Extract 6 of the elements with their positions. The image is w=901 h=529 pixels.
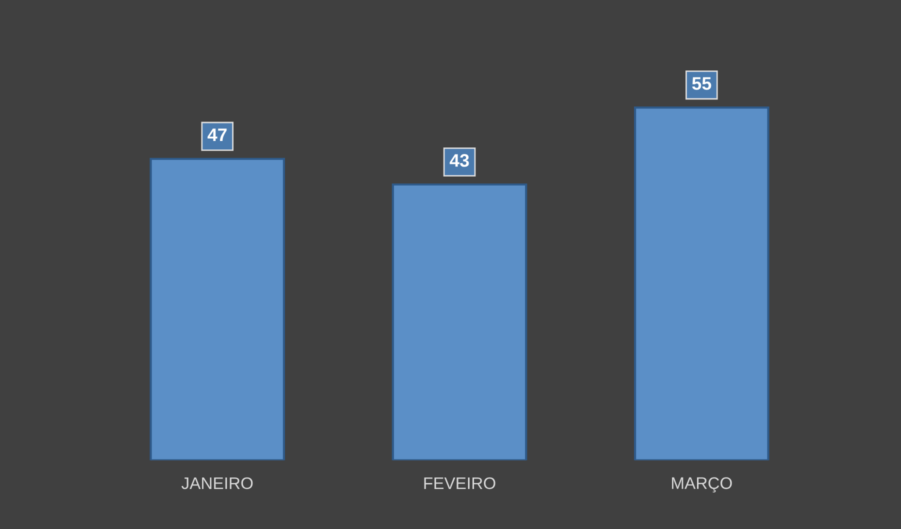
data-label: 47 [208,128,227,142]
x-tick-label: JANEIRO [182,477,253,490]
x-tick-label: FEVEIRO [424,477,496,490]
x-tick-label: MARÇO [672,477,732,492]
data-label: 43 [450,154,469,167]
data-label: 55 [692,77,712,90]
